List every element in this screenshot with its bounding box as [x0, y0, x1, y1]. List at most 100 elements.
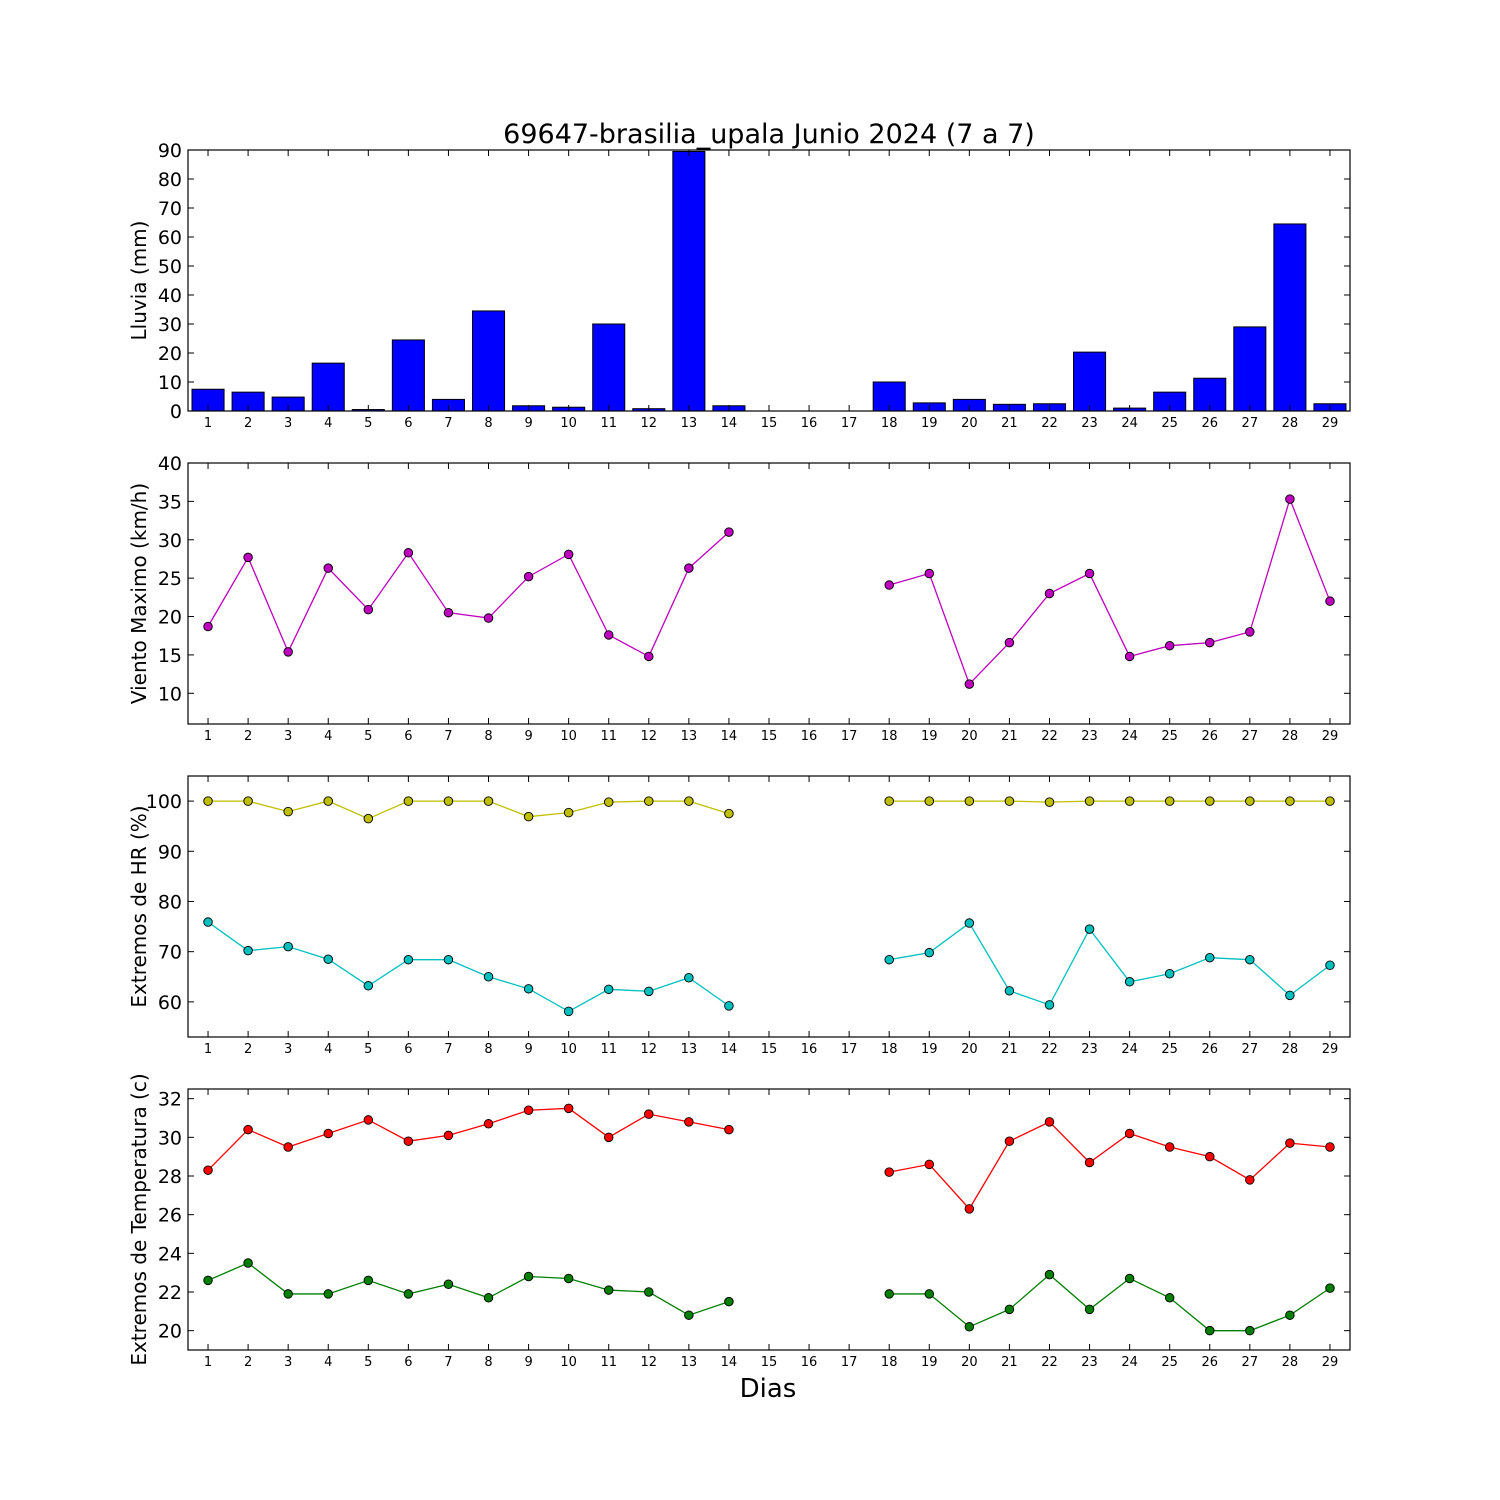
point-day-21 — [1004, 986, 1015, 996]
point-day-20 — [964, 1322, 975, 1332]
point-day-11 — [603, 984, 614, 995]
series-line-segment-1 — [208, 800, 730, 820]
x-tick-label: 17 — [841, 1042, 858, 1057]
point-day-10 — [563, 549, 574, 560]
point-day-3 — [283, 806, 293, 817]
y-tick-label: 10 — [158, 683, 182, 705]
x-tick-label: 20 — [961, 1355, 978, 1370]
point-day-8 — [483, 1119, 494, 1129]
point-day-25 — [1164, 796, 1175, 806]
y-tick-label: 20 — [158, 607, 182, 629]
point-day-27 — [1245, 627, 1255, 637]
point-day-27 — [1245, 1325, 1255, 1336]
point-day-24 — [1124, 977, 1135, 987]
x-tick-label: 14 — [721, 416, 738, 431]
y-tick-label: 0 — [170, 401, 182, 423]
point-day-20 — [964, 679, 975, 689]
x-tick-label: 17 — [841, 1355, 858, 1370]
x-tick-label: 12 — [641, 729, 658, 744]
point-day-8 — [483, 1293, 494, 1303]
point-day-11 — [603, 1285, 614, 1295]
plot-frame — [187, 1088, 1351, 1351]
y-tick-label: 80 — [158, 891, 182, 913]
x-tick-label: 7 — [444, 729, 452, 744]
series-line-segment-2 — [889, 1121, 1331, 1210]
x-tick-label: 1 — [204, 729, 212, 744]
x-tick-label: 19 — [921, 1042, 938, 1057]
x-tick-label: 12 — [641, 416, 658, 431]
bar-day-4 — [311, 362, 345, 412]
chart-title: 69647-brasilia_upala Junio 2024 (7 a 7) — [503, 119, 1035, 150]
y-tick-label: 22 — [158, 1282, 182, 1304]
x-tick-label: 28 — [1282, 416, 1299, 431]
point-day-21 — [1004, 637, 1015, 648]
y-tick-label: 26 — [158, 1205, 182, 1227]
series-4-2 — [203, 1258, 1335, 1336]
x-tick-label: 6 — [404, 1355, 412, 1370]
x-tick-label: 4 — [324, 416, 332, 431]
y-tick-label: 30 — [158, 314, 182, 336]
y-tick-label: 40 — [158, 285, 182, 307]
y-axis-label: Extremos de HR (%) — [127, 805, 151, 1007]
point-day-12 — [644, 1287, 654, 1297]
x-tick-label: 7 — [444, 1355, 452, 1370]
point-day-19 — [924, 568, 935, 579]
series-line-segment-2 — [889, 922, 1331, 1006]
point-day-28 — [1285, 796, 1295, 806]
series-line-segment-1 — [207, 1262, 730, 1316]
x-tick-label: 6 — [404, 416, 412, 431]
series-line-segment-2 — [889, 800, 1330, 803]
x-tick-label: 28 — [1282, 729, 1299, 744]
point-day-19 — [924, 796, 935, 806]
x-tick-label: 10 — [560, 1042, 577, 1057]
y-tick-label: 90 — [158, 140, 182, 162]
x-tick-label: 15 — [761, 1042, 778, 1057]
point-day-1 — [203, 917, 213, 927]
x-tick-label: 12 — [641, 1355, 658, 1370]
point-day-9 — [523, 984, 534, 994]
x-tick-label: 21 — [1001, 1355, 1018, 1370]
point-day-26 — [1205, 637, 1215, 648]
x-tick-label: 29 — [1322, 416, 1339, 431]
point-day-7 — [443, 1279, 454, 1290]
point-day-6 — [403, 548, 414, 558]
x-tick-label: 19 — [921, 416, 938, 431]
x-tick-label: 18 — [881, 729, 898, 744]
x-tick-label: 16 — [801, 729, 818, 744]
x-tick-label: 19 — [921, 729, 938, 744]
x-tick-label: 3 — [284, 1355, 292, 1370]
point-day-13 — [684, 973, 694, 983]
y-tick-label: 70 — [158, 198, 182, 220]
x-tick-label: 24 — [1121, 1042, 1138, 1057]
point-day-5 — [363, 604, 374, 615]
x-tick-label: 8 — [484, 1042, 492, 1057]
x-tick-label: 23 — [1081, 1042, 1098, 1057]
point-day-27 — [1245, 796, 1255, 806]
point-day-2 — [243, 1124, 253, 1135]
point-day-5 — [363, 813, 374, 824]
point-day-7 — [443, 796, 454, 806]
point-day-9 — [523, 571, 534, 582]
x-tick-label: 19 — [921, 1355, 938, 1370]
point-day-29 — [1325, 796, 1335, 806]
x-tick-label: 23 — [1081, 729, 1098, 744]
x-tick-label: 17 — [841, 729, 858, 744]
y-tick-label: 90 — [158, 841, 182, 863]
x-tick-label: 1 — [204, 1355, 212, 1370]
y-tick-label: 20 — [158, 1321, 182, 1343]
x-tick-label: 8 — [484, 1355, 492, 1370]
point-day-26 — [1205, 1151, 1215, 1162]
point-day-5 — [363, 981, 374, 991]
point-day-19 — [924, 947, 935, 958]
point-day-10 — [563, 807, 574, 818]
point-day-9 — [523, 1105, 534, 1116]
point-day-24 — [1124, 651, 1135, 662]
point-day-7 — [443, 607, 454, 618]
point-day-22 — [1044, 797, 1055, 807]
x-tick-label: 1 — [204, 1042, 212, 1057]
point-day-3 — [283, 1142, 293, 1152]
x-tick-label: 26 — [1201, 416, 1218, 431]
series-3-2 — [203, 917, 1335, 1017]
x-tick-label: 25 — [1161, 416, 1178, 431]
